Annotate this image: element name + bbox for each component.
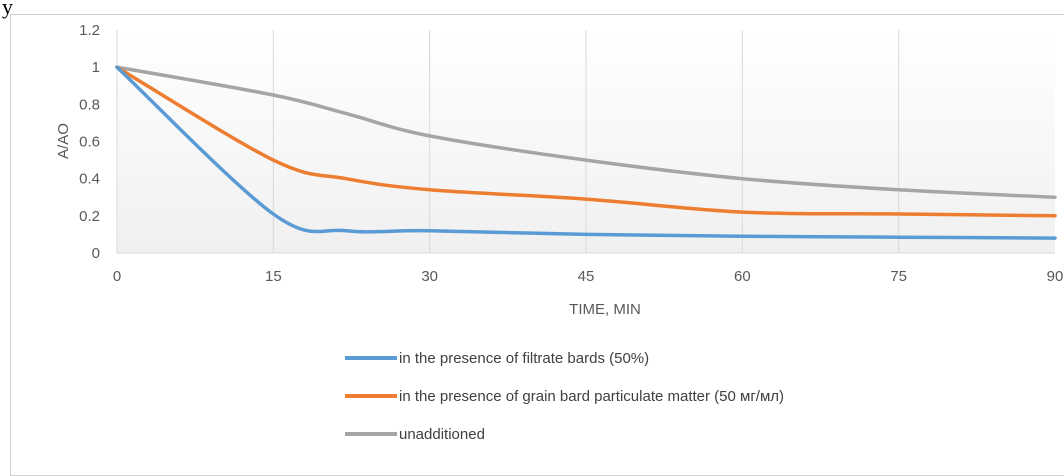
legend-swatch-unadditioned <box>345 432 397 436</box>
axis-ticks: 0 15 30 45 60 75 90 0 0.2 0.4 0.6 0.8 1 1.2 <box>79 22 1063 285</box>
legend-label: in the presence of filtrate bards (50%) <box>399 349 650 367</box>
y-tick-label: 1.2 <box>79 22 100 39</box>
line-chart: 0 15 30 45 60 75 90 0 0.2 0.4 0.6 0.8 1 1.2 TIME, MIN… <box>55 22 1063 318</box>
legend-label: unadditioned <box>399 425 485 443</box>
x-tick-label: 15 <box>265 268 282 285</box>
series-lines <box>115 65 1057 240</box>
y-tick-label: 1 <box>92 59 100 76</box>
x-tick-label: 60 <box>734 268 751 285</box>
legend-item: unadditioned <box>345 421 784 447</box>
legend-label: in the presence of grain bard particulat… <box>399 387 785 405</box>
y-tick-label: 0.2 <box>79 208 100 225</box>
legend: in the presence of filtrate bards (50%) … <box>345 345 784 459</box>
corner-character: у <box>2 0 13 19</box>
y-tick-label: 0.4 <box>79 171 100 188</box>
y-tick-label: 0.6 <box>79 134 100 151</box>
x-axis-label: TIME, MIN <box>569 301 641 318</box>
y-axis-label: A/AO <box>55 123 72 159</box>
y-tick-label: 0 <box>92 245 100 262</box>
x-tick-label: 0 <box>113 268 121 285</box>
series-line <box>115 65 1057 218</box>
legend-item: in the presence of grain bard particulat… <box>345 383 784 409</box>
x-tick-label: 30 <box>421 268 438 285</box>
legend-item: in the presence of filtrate bards (50%) <box>345 345 784 371</box>
series-line <box>115 65 1057 200</box>
x-tick-label: 75 <box>890 268 907 285</box>
legend-swatch-filtrate <box>345 356 397 360</box>
legend-swatch-grain <box>345 394 397 398</box>
y-tick-label: 0.8 <box>79 96 100 113</box>
x-tick-label: 90 <box>1047 268 1064 285</box>
series-line <box>115 65 1057 240</box>
x-tick-label: 45 <box>578 268 595 285</box>
